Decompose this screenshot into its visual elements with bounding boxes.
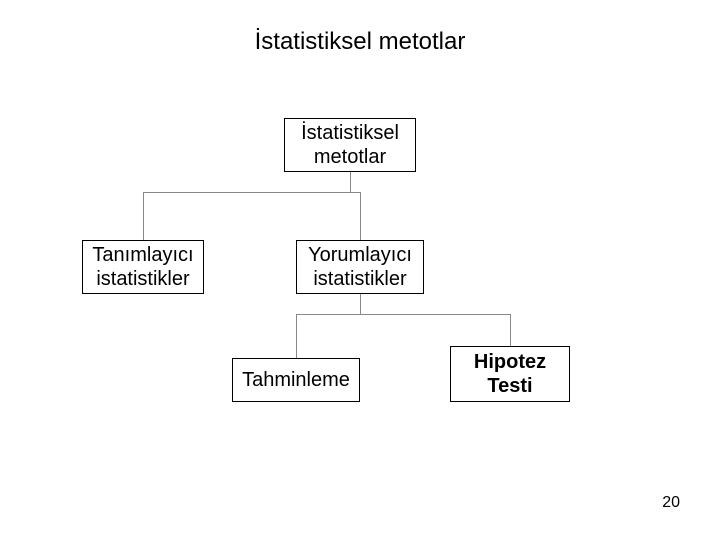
- node-label: Yorumlayıcı: [308, 243, 412, 267]
- connector: [296, 314, 510, 315]
- slide: İstatistiksel metotlar İstatistiksel met…: [0, 0, 720, 540]
- node-yorumlayici: Yorumlayıcı istatistikler: [296, 240, 424, 294]
- node-label: metotlar: [314, 145, 386, 169]
- connector: [360, 192, 361, 240]
- node-label: Hipotez: [474, 350, 546, 374]
- node-root: İstatistiksel metotlar: [284, 118, 416, 172]
- page-title: İstatistiksel metotlar: [0, 28, 720, 56]
- node-hipotez: Hipotez Testi: [450, 346, 570, 402]
- connector: [143, 192, 144, 240]
- node-label: istatistikler: [96, 267, 189, 291]
- node-tahminleme: Tahminleme: [232, 358, 360, 402]
- page-number: 20: [662, 494, 680, 512]
- node-label: Tanımlayıcı: [92, 243, 193, 267]
- node-tanimlayici: Tanımlayıcı istatistikler: [82, 240, 204, 294]
- node-label: İstatistiksel: [301, 121, 399, 145]
- connector: [350, 172, 351, 192]
- node-label: istatistikler: [313, 267, 406, 291]
- connector: [360, 294, 361, 314]
- connector: [296, 314, 297, 358]
- connector: [143, 192, 360, 193]
- node-label: Tahminleme: [242, 368, 350, 392]
- node-label: Testi: [487, 374, 532, 398]
- connector: [510, 314, 511, 346]
